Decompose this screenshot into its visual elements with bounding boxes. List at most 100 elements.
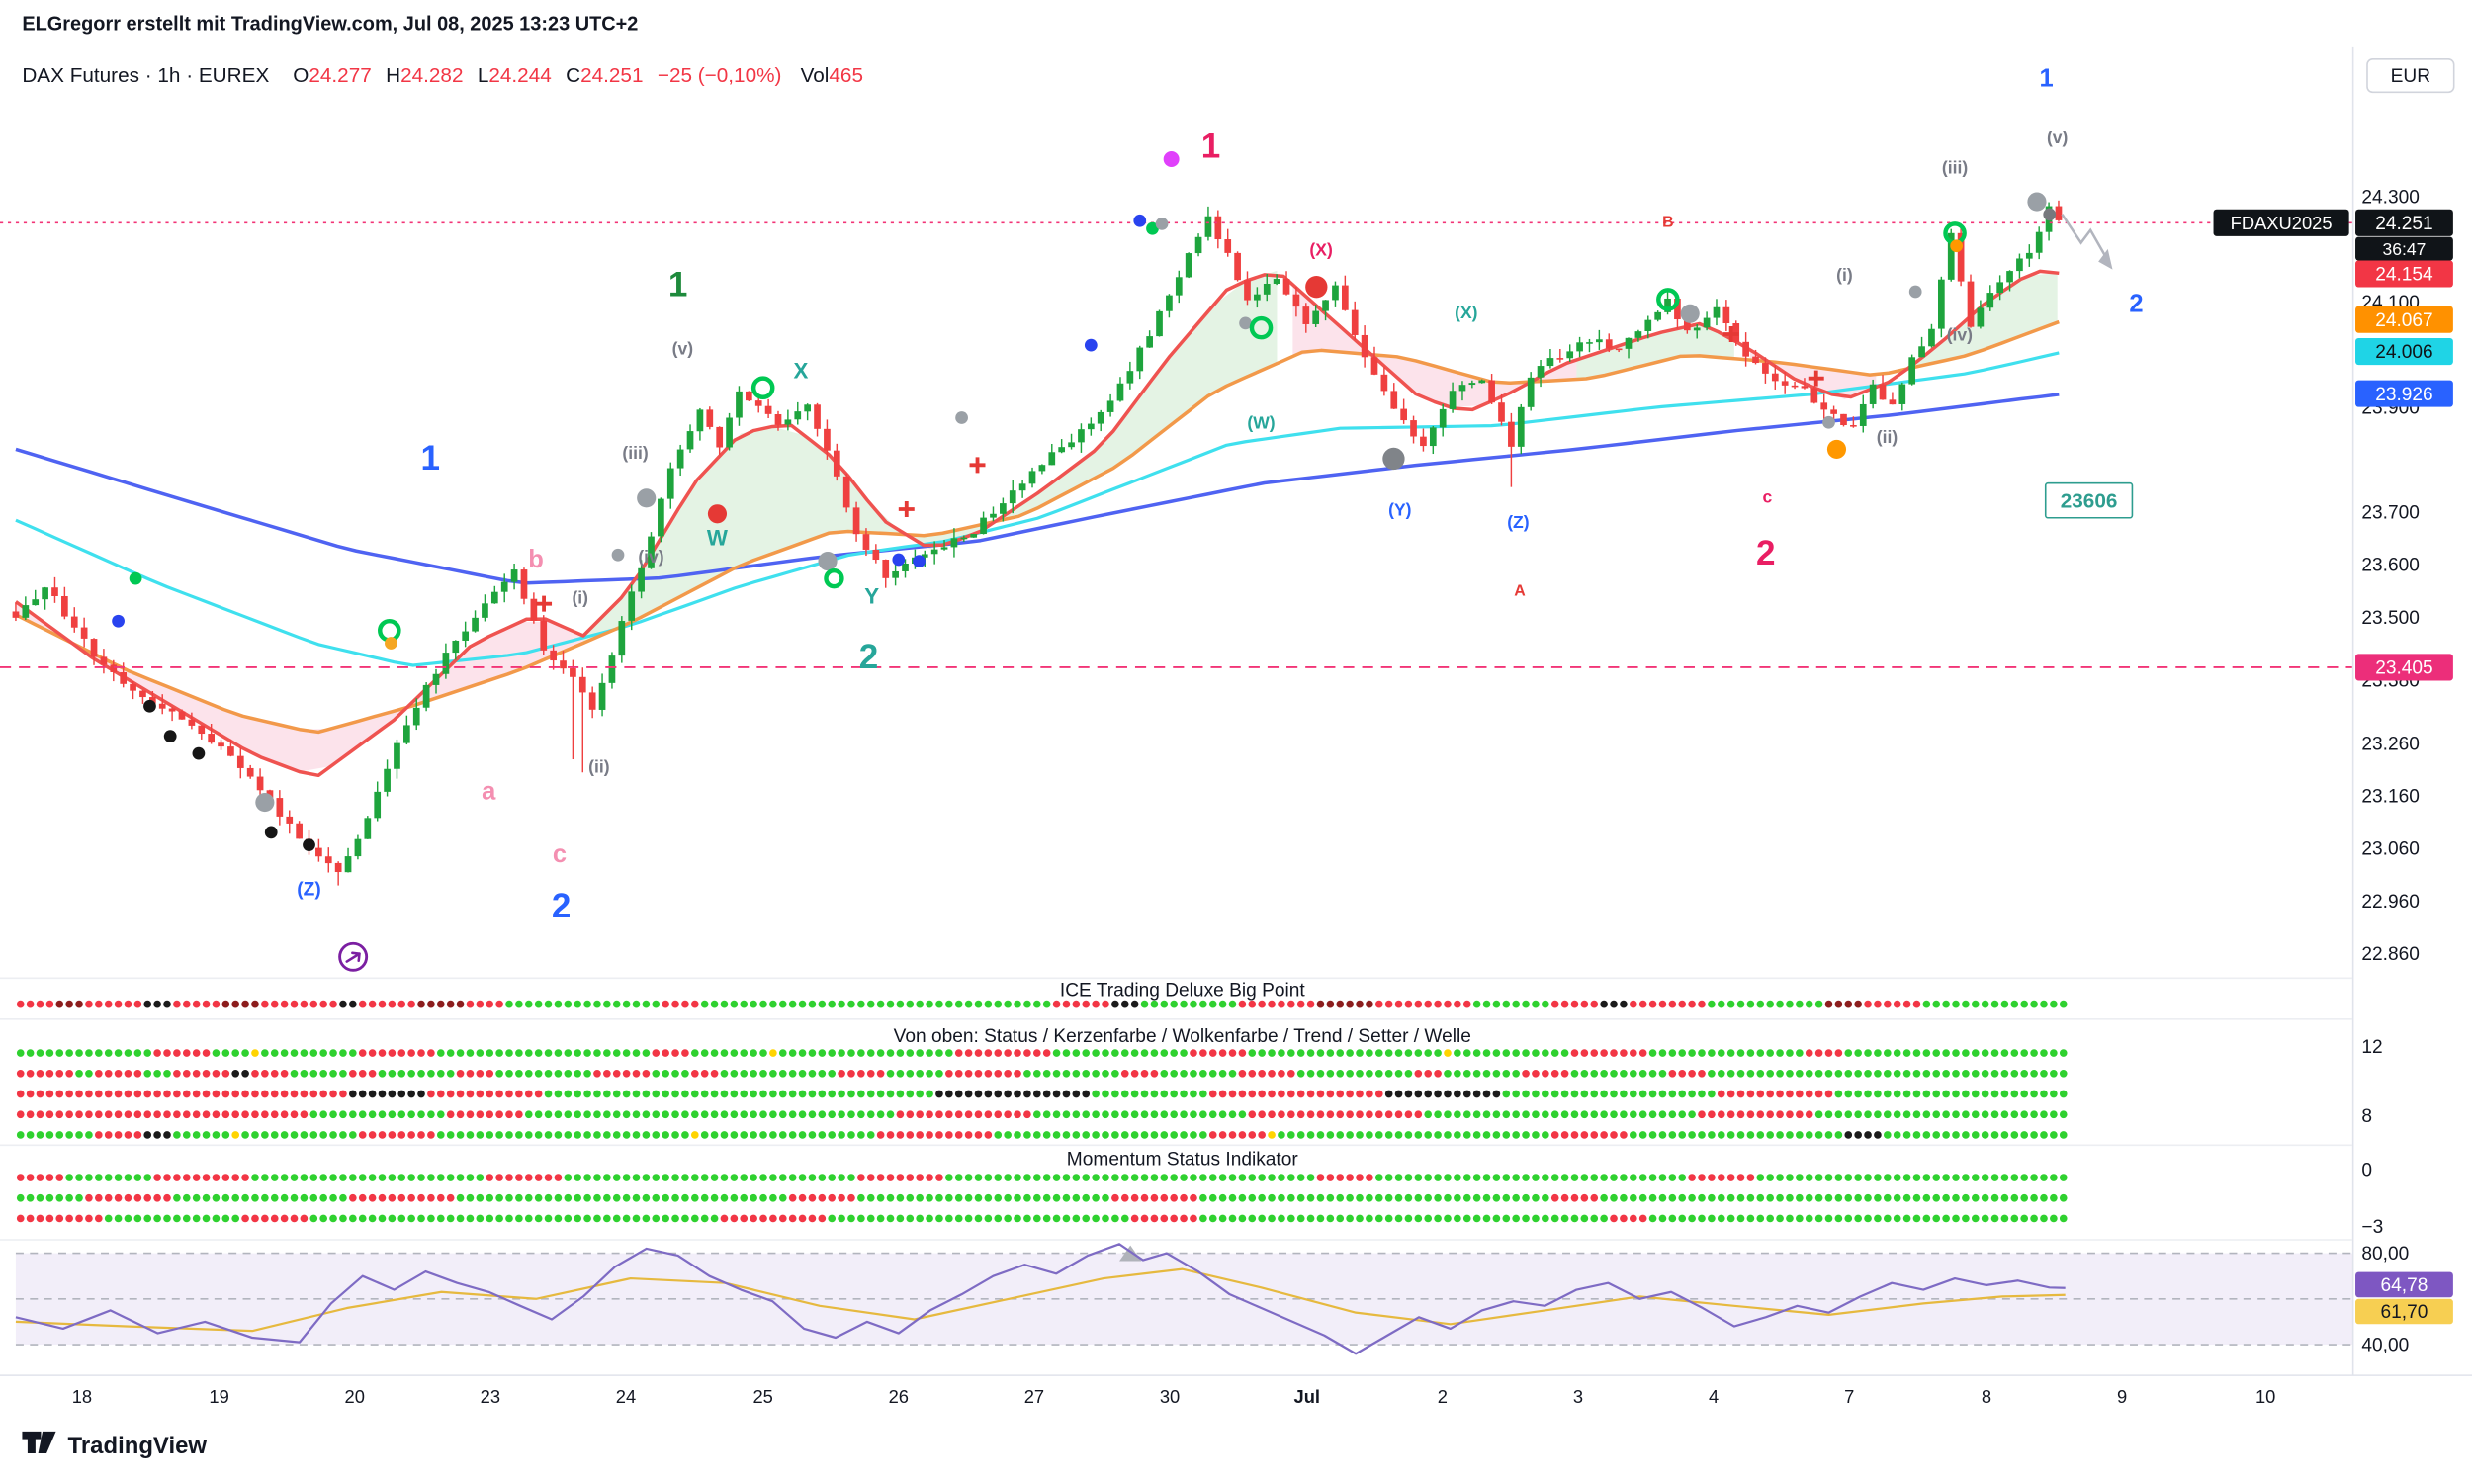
wave-label[interactable]: (W) [1247,413,1275,433]
wave-label[interactable]: 2 [552,887,572,925]
indicator-dot [45,1131,54,1139]
wave-label[interactable]: (Y) [1388,499,1411,519]
indicator-dot [1864,1069,1872,1078]
indicator-dot [1678,1090,1687,1098]
indicator-dot [603,1000,611,1008]
oscillator-main-line[interactable] [15,1243,2066,1355]
wave-label[interactable]: 2 [2129,291,2143,318]
wave-label[interactable]: (i) [572,588,588,608]
wave-label[interactable]: (ii) [1877,427,1898,447]
price-target-label[interactable]: 23606 [2044,481,2134,519]
candle-body [1000,503,1007,514]
indicator-dot [1278,1069,1285,1078]
wave-label[interactable]: (iv) [638,547,663,567]
indicator-dot [202,1000,211,1008]
wave-label[interactable]: 1 [668,266,688,305]
indicator-dot [1658,1193,1667,1202]
indicator-title-vonoben[interactable]: Von oben: Status / Kerzenfarbe / Wolkenf… [893,1024,1471,1047]
indicator-dot [1648,1049,1657,1057]
ma-slow-blue[interactable] [15,393,2060,585]
indicator-dot [417,1069,425,1078]
wave-label[interactable]: (iv) [1947,324,1973,344]
indicator-dot [2020,1214,2029,1223]
tradingview-logo[interactable]: TradingView [22,1431,207,1460]
wave-label[interactable]: c [1762,487,1772,507]
indicator-dot [1570,1131,1579,1139]
indicator-dot [2050,1049,2058,1057]
wave-label[interactable]: (X) [1309,239,1332,259]
wave-label[interactable]: (Z) [297,880,320,901]
indicator-dot [65,1069,73,1078]
indicator-dot [349,1000,357,1008]
candle-body [1654,311,1662,320]
indicator-dot [564,1174,573,1181]
indicator-dot [1814,1110,1823,1119]
wave-label[interactable]: (iii) [622,443,648,463]
wave-label[interactable]: (Z) [1507,512,1529,532]
ma-cyan[interactable] [15,351,2060,667]
wave-label[interactable]: c [553,840,567,868]
indicator-dot [603,1131,611,1139]
candle-body [1674,298,1681,320]
indicator-dot [173,1214,181,1223]
wave-label[interactable]: 2 [859,638,879,676]
oscillator-value-badge [2355,1271,2453,1298]
indicator-dot [1746,1174,1755,1181]
indicator-dot [300,1214,309,1223]
indicator-dot [1922,1049,1931,1057]
ma-orange[interactable] [15,319,2060,735]
indicator-dot [192,1214,201,1223]
wave-label[interactable]: a [482,777,496,805]
candle-body [1820,402,1828,410]
indicator-dot [632,1131,641,1139]
indicator-dot [1434,1069,1442,1078]
candle-body [1869,384,1877,404]
forecast-zigzag-arrow[interactable] [2061,214,2111,264]
candle-body [1478,380,1486,384]
wave-label[interactable]: (i) [1836,265,1853,285]
candle-body [364,818,372,839]
wave-label[interactable]: 2 [1756,534,1776,572]
wave-label[interactable]: 1 [421,439,441,478]
indicator-dot [652,1069,661,1078]
indicator-dot [1052,1090,1061,1098]
indicator-dot [1912,1090,1921,1098]
wave-label[interactable]: (X) [1455,303,1477,322]
time-tick-label: 20 [345,1386,365,1407]
wave-label[interactable]: X [794,359,809,384]
indicator-title-bigpoint[interactable]: ICE Trading Deluxe Big Point [1059,979,1305,1002]
oscillator-signal-line[interactable] [15,1267,2066,1333]
wave-label[interactable]: (v) [672,339,693,359]
indicator-dot [505,1090,513,1098]
indicator-dot [1228,1090,1237,1098]
wave-label[interactable]: (iii) [1942,157,1968,177]
indicator-dot [1962,1174,1970,1181]
chart-legend[interactable]: DAX Futures · 1h · EUREX O24.277 H24.282 L2… [22,63,863,87]
currency-button[interactable]: EUR [2366,57,2455,94]
wave-label[interactable]: 1 [2039,65,2053,93]
wave-label[interactable]: (v) [2047,128,2068,147]
indicator-dot [700,1069,709,1078]
candle-body [1850,425,1857,427]
ma-fast-red[interactable] [14,269,2060,778]
indicator-dot [1356,1090,1364,1098]
indicator-dot [36,1110,44,1119]
indicator-dot [1326,1214,1335,1223]
indicator-dot [1962,1049,1970,1057]
wave-label[interactable]: b [528,546,544,573]
indicator-scale-label: 0 [2361,1160,2372,1180]
wave-label[interactable]: 1 [1201,127,1221,165]
indicator-dot [935,1049,943,1057]
indicator-dot [2000,1110,2009,1119]
wave-label[interactable]: Y [864,584,879,609]
wave-label[interactable]: B [1662,215,1674,231]
wave-label[interactable]: (ii) [588,756,609,776]
symbol-title[interactable]: DAX Futures · 1h · EUREX [22,62,270,87]
indicator-dot [45,1193,54,1202]
indicator-title-momentum[interactable]: Momentum Status Indikator [1066,1147,1298,1171]
wave-label[interactable]: A [1514,583,1526,600]
indicator-dot [270,1214,279,1223]
indicator-dot [818,1193,827,1202]
wave-label[interactable]: W [707,526,729,551]
